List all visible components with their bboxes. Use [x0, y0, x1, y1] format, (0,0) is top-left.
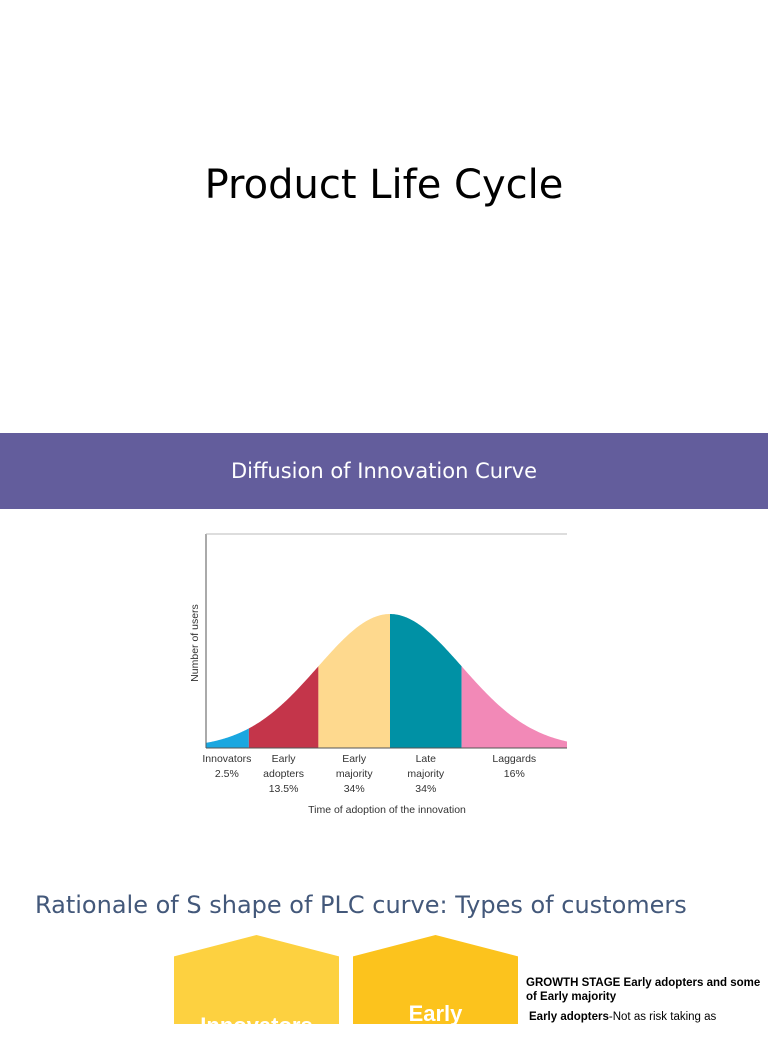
customer-shape-label: Early	[408, 1001, 463, 1026]
segment-label: majority	[336, 768, 374, 780]
segment-label: Early	[272, 753, 297, 765]
segment-label: 34%	[344, 783, 365, 795]
x-axis-title: Time of adoption of the innovation	[308, 804, 466, 816]
segment-label: 13.5%	[269, 783, 299, 795]
segment-label: Laggards	[492, 753, 536, 765]
rationale-title: Rationale of S shape of PLC curve: Types…	[35, 891, 687, 919]
growth-stage-heading: GROWTH STAGE Early adopters and some of …	[526, 977, 761, 1003]
segment-label: 2.5%	[215, 768, 239, 780]
segment-early-adopters	[248, 666, 319, 748]
section-banner: Diffusion of Innovation Curve	[0, 433, 768, 509]
segment-label: Early	[342, 753, 367, 765]
segment-innovators	[206, 728, 249, 748]
early-adopters-text: -Not as risk taking as	[608, 1011, 717, 1023]
slide-title: Product Life Cycle	[204, 162, 564, 208]
segment-late-majority	[390, 614, 462, 748]
segment-laggards	[461, 666, 567, 748]
segment-early-majority	[318, 614, 390, 748]
growth-stage-text: GROWTH STAGE Early adopters and some of …	[526, 976, 766, 1024]
segment-label: 34%	[415, 783, 436, 795]
customer-shape-early: Early	[353, 935, 518, 1024]
diffusion-chart-svg: Innovators 2.5% Early adopters 13.5% Early maj…	[189, 533, 567, 816]
banner-title: Diffusion of Innovation Curve	[230, 459, 538, 483]
early-adopters-term: Early adopters	[529, 1011, 609, 1023]
customer-shape-label: Innovators	[200, 1013, 313, 1038]
y-axis-title: Number of users	[189, 604, 201, 682]
segment-label: Innovators	[202, 753, 251, 765]
segment-label: Late	[416, 753, 437, 765]
segment-label: 16%	[504, 768, 525, 780]
segment-label: adopters	[263, 768, 304, 780]
customer-shape-innovators: Innovators	[174, 935, 339, 1024]
early-adopters-description: Early adopters-Not as risk taking as	[529, 1010, 766, 1024]
segment-label: majority	[407, 768, 445, 780]
diffusion-chart: Innovators 2.5% Early adopters 13.5% Early maj…	[185, 528, 575, 823]
